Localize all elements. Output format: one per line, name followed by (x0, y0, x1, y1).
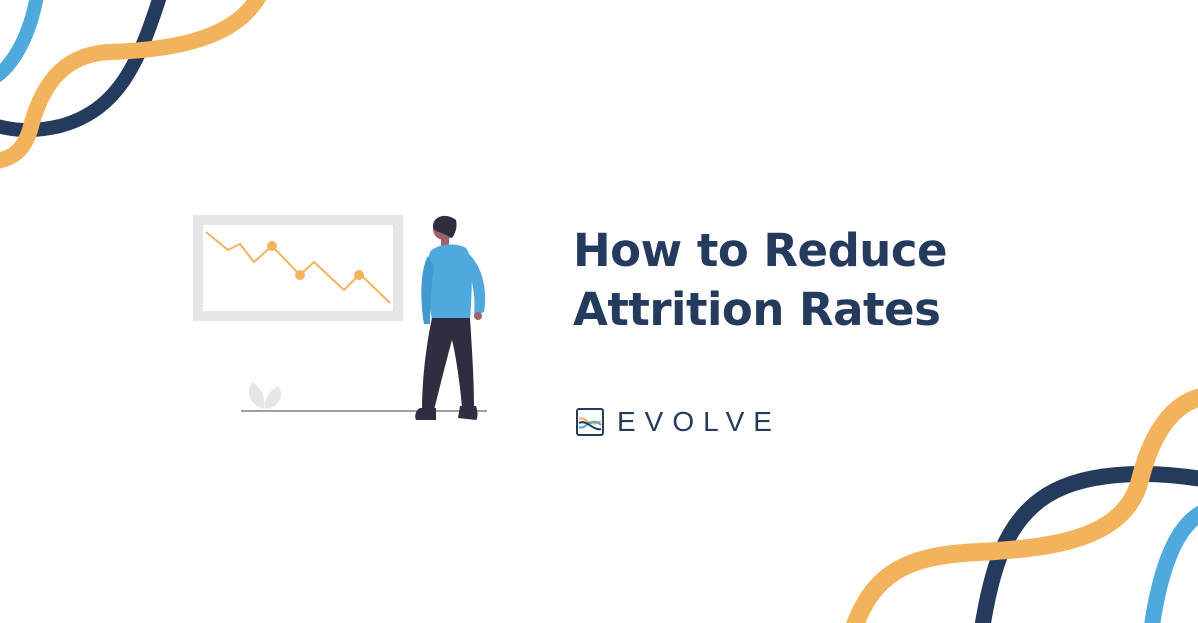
brand-name: EVOLVE (617, 406, 781, 437)
headline: How to Reduce Attrition Rates (573, 221, 1093, 339)
chart-board-icon (193, 215, 403, 321)
top-left-orange-wave (0, 0, 266, 169)
top-left-navy-wave (0, 0, 167, 138)
bottom-right-waves (846, 388, 1198, 623)
person-figure (415, 215, 486, 420)
evolve-wave-logo-icon (576, 408, 604, 436)
bottom-right-blue-wave (1144, 506, 1198, 623)
top-left-waves (0, 0, 266, 169)
brand-logo-lockup: EVOLVE (575, 405, 781, 439)
bottom-right-orange-wave (846, 388, 1198, 623)
bottom-right-navy-wave (974, 466, 1198, 623)
headline-line-1: How to Reduce (573, 224, 948, 277)
plant-icon (248, 382, 282, 409)
headline-line-2: Attrition Rates (573, 283, 941, 336)
top-left-blue-wave (0, 0, 44, 83)
